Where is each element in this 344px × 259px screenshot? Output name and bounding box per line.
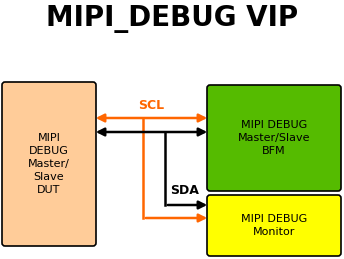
Text: MIPI DEBUG
Master/Slave
BFM: MIPI DEBUG Master/Slave BFM xyxy=(238,120,310,156)
Text: MIPI DEBUG
Monitor: MIPI DEBUG Monitor xyxy=(241,214,307,237)
Text: SDA: SDA xyxy=(170,184,199,197)
Text: MIPI_DEBUG VIP: MIPI_DEBUG VIP xyxy=(46,5,298,33)
FancyBboxPatch shape xyxy=(207,85,341,191)
FancyBboxPatch shape xyxy=(207,195,341,256)
Text: MIPI
DEBUG
Master/
Slave
DUT: MIPI DEBUG Master/ Slave DUT xyxy=(28,133,70,195)
Text: SCL: SCL xyxy=(138,99,164,112)
FancyBboxPatch shape xyxy=(2,82,96,246)
